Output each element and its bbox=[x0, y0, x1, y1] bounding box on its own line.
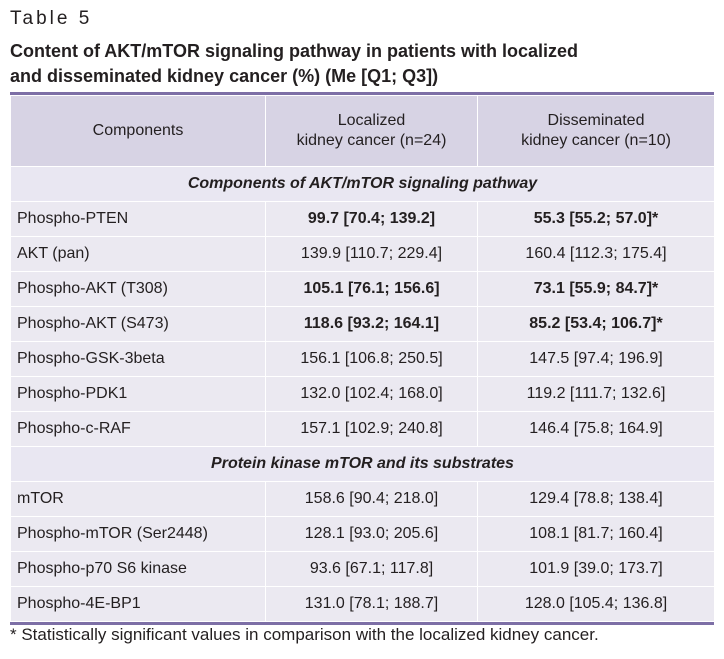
header-components: Components bbox=[10, 95, 266, 167]
component-cell: Phospho-c-RAF bbox=[10, 411, 266, 447]
header-disseminated-line2: kidney cancer (n=10) bbox=[521, 132, 671, 149]
table-row: Phospho-p70 S6 kinase 93.6 [67.1; 117.8] 1… bbox=[10, 551, 715, 587]
data-table-container: Components Localized kidney cancer (n=24… bbox=[10, 92, 715, 625]
localized-cell: 128.1 [93.0; 205.6] bbox=[265, 516, 478, 552]
localized-cell: 105.1 [76.1; 156.6] bbox=[265, 271, 478, 307]
table-row: Phospho-GSK-3beta 156.1 [106.8; 250.5] 147… bbox=[10, 341, 715, 377]
disseminated-cell: 119.2 [111.7; 132.6] bbox=[477, 376, 715, 412]
caption-line-1: Content of AKT/mTOR signaling pathway in… bbox=[10, 41, 579, 61]
section-title: Components of AKT/mTOR signaling pathway bbox=[10, 166, 715, 202]
component-cell: Phospho-AKT (S473) bbox=[10, 306, 266, 342]
table-top-rule bbox=[10, 92, 714, 95]
header-row: Components Localized kidney cancer (n=24… bbox=[10, 95, 715, 167]
disseminated-cell: 73.1 [55.9; 84.7]* bbox=[477, 271, 715, 307]
component-cell: mTOR bbox=[10, 481, 266, 517]
table-row: Phospho-c-RAF 157.1 [102.9; 240.8] 146.4 [… bbox=[10, 411, 715, 447]
component-cell: Phospho-GSK-3beta bbox=[10, 341, 266, 377]
table-row: AKT (pan) 139.9 [110.7; 229.4] 160.4 [112.… bbox=[10, 236, 715, 272]
localized-cell: 139.9 [110.7; 229.4] bbox=[265, 236, 478, 272]
table-body: Components of AKT/mTOR signaling pathway… bbox=[10, 166, 715, 622]
component-cell: Phospho-PDK1 bbox=[10, 376, 266, 412]
localized-cell: 132.0 [102.4; 168.0] bbox=[265, 376, 478, 412]
header-disseminated-line1: Disseminated bbox=[547, 112, 645, 129]
table-row: Phospho-AKT (T308) 105.1 [76.1; 156.6] 73.… bbox=[10, 271, 715, 307]
table-row: Phospho-PDK1 132.0 [102.4; 168.0] 119.2 [1… bbox=[10, 376, 715, 412]
component-cell: Phospho-AKT (T308) bbox=[10, 271, 266, 307]
disseminated-cell: 128.0 [105.4; 136.8] bbox=[477, 586, 715, 622]
disseminated-cell: 85.2 [53.4; 106.7]* bbox=[477, 306, 715, 342]
disseminated-cell: 55.3 [55.2; 57.0]* bbox=[477, 201, 715, 237]
disseminated-cell: 129.4 [78.8; 138.4] bbox=[477, 481, 715, 517]
localized-cell: 158.6 [90.4; 218.0] bbox=[265, 481, 478, 517]
header-disseminated: Disseminated kidney cancer (n=10) bbox=[477, 95, 715, 167]
disseminated-cell: 108.1 [81.7; 160.4] bbox=[477, 516, 715, 552]
table-row: Phospho-4E-BP1 131.0 [78.1; 188.7] 128.0 [… bbox=[10, 586, 715, 622]
component-cell: AKT (pan) bbox=[10, 236, 266, 272]
caption-line-2: and disseminated kidney cancer (%) (Me [… bbox=[10, 66, 439, 86]
header-localized-line1: Localized bbox=[337, 112, 406, 129]
localized-cell: 99.7 [70.4; 139.2] bbox=[265, 201, 478, 237]
component-cell: Phospho-mTOR (Ser2448) bbox=[10, 516, 266, 552]
section-row: Protein kinase mTOR and its substrates bbox=[10, 446, 715, 482]
table-row: Phospho-AKT (S473) 118.6 [93.2; 164.1] 85.… bbox=[10, 306, 715, 342]
localized-cell: 131.0 [78.1; 188.7] bbox=[265, 586, 478, 622]
table-caption: Content of AKT/mTOR signaling pathway in… bbox=[10, 39, 710, 89]
table-number-label: Table 5 bbox=[10, 8, 93, 29]
disseminated-cell: 147.5 [97.4; 196.9] bbox=[477, 341, 715, 377]
data-table: Components Localized kidney cancer (n=24… bbox=[10, 95, 715, 622]
localized-cell: 157.1 [102.9; 240.8] bbox=[265, 411, 478, 447]
localized-cell: 156.1 [106.8; 250.5] bbox=[265, 341, 478, 377]
disseminated-cell: 146.4 [75.8; 164.9] bbox=[477, 411, 715, 447]
header-localized: Localized kidney cancer (n=24) bbox=[265, 95, 478, 167]
disseminated-cell: 101.9 [39.0; 173.7] bbox=[477, 551, 715, 587]
disseminated-cell: 160.4 [112.3; 175.4] bbox=[477, 236, 715, 272]
table-row: Phospho-mTOR (Ser2448) 128.1 [93.0; 205.6… bbox=[10, 516, 715, 552]
table-row: Phospho-PTEN 99.7 [70.4; 139.2] 55.3 [55.2… bbox=[10, 201, 715, 237]
localized-cell: 93.6 [67.1; 117.8] bbox=[265, 551, 478, 587]
component-cell: Phospho-PTEN bbox=[10, 201, 266, 237]
table-bottom-rule bbox=[10, 622, 714, 625]
header-localized-line2: kidney cancer (n=24) bbox=[296, 132, 447, 149]
component-cell: Phospho-p70 S6 kinase bbox=[10, 551, 266, 587]
component-cell: Phospho-4E-BP1 bbox=[10, 586, 266, 622]
section-title: Protein kinase mTOR and its substrates bbox=[10, 446, 715, 482]
localized-cell: 118.6 [93.2; 164.1] bbox=[265, 306, 478, 342]
footnote: * Statistically significant values in co… bbox=[10, 625, 599, 644]
table-row: mTOR 158.6 [90.4; 218.0] 129.4 [78.8; 138.… bbox=[10, 481, 715, 517]
section-row: Components of AKT/mTOR signaling pathway bbox=[10, 166, 715, 202]
